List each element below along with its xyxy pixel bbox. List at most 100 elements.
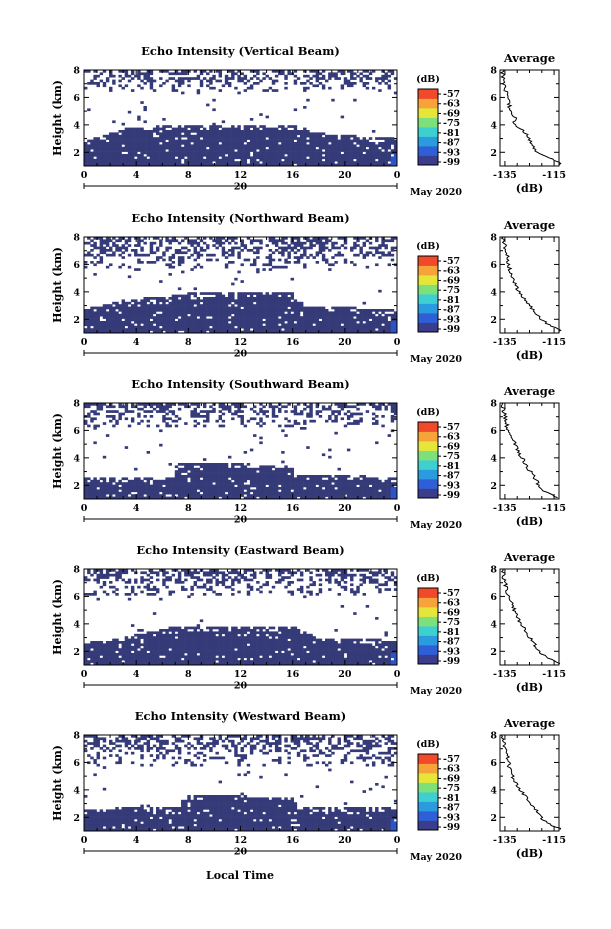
echo-cell bbox=[346, 139, 351, 143]
echo-cell bbox=[312, 144, 316, 148]
echo-cell bbox=[118, 253, 122, 257]
echo-cell bbox=[187, 484, 191, 488]
echo-cell bbox=[321, 84, 326, 88]
echo-cell bbox=[331, 241, 335, 245]
echo-cell bbox=[193, 144, 197, 148]
echo-cell bbox=[240, 309, 244, 312]
echo-cell bbox=[328, 158, 332, 162]
echo-cell bbox=[174, 127, 179, 131]
echo-cell bbox=[155, 325, 160, 329]
echo-cell bbox=[343, 496, 348, 500]
echo-cell bbox=[93, 77, 97, 80]
echo-cell bbox=[278, 154, 282, 157]
echo-cell bbox=[215, 489, 219, 493]
echo-cell bbox=[306, 325, 310, 329]
echo-cell bbox=[181, 72, 185, 76]
echo-cell bbox=[193, 407, 197, 411]
echo-cell bbox=[109, 146, 113, 150]
echo-cell bbox=[237, 463, 241, 466]
echo-cell bbox=[218, 417, 223, 421]
echo-cell bbox=[353, 144, 357, 148]
echo-cell bbox=[259, 292, 263, 295]
echo-cell bbox=[215, 306, 219, 310]
echo-cell bbox=[171, 304, 176, 307]
echo-cell bbox=[281, 482, 285, 485]
echo-cell bbox=[274, 482, 279, 485]
echo-cell bbox=[296, 323, 301, 327]
echo-cell bbox=[93, 330, 97, 334]
echo-cell bbox=[137, 309, 141, 312]
echo-cell bbox=[202, 424, 207, 428]
echo-cell bbox=[84, 142, 88, 145]
echo-cell bbox=[375, 144, 379, 148]
echo-cell bbox=[140, 325, 144, 329]
echo-cell bbox=[155, 482, 160, 485]
echo-cell bbox=[215, 127, 219, 131]
echo-cell bbox=[134, 74, 138, 78]
colorbar-segment bbox=[418, 146, 438, 156]
echo-cell bbox=[253, 258, 257, 262]
echo-cell bbox=[99, 256, 104, 259]
echo-cell bbox=[143, 297, 147, 300]
echo-cell bbox=[102, 323, 107, 327]
echo-cell bbox=[246, 306, 251, 310]
echo-cell bbox=[375, 146, 379, 150]
echo-cell bbox=[212, 465, 216, 469]
echo-cell bbox=[234, 277, 238, 281]
echo-cell bbox=[206, 246, 210, 250]
echo-cell bbox=[271, 318, 276, 322]
echo-cell bbox=[190, 244, 194, 247]
echo-cell bbox=[296, 158, 301, 162]
echo-cell bbox=[325, 482, 329, 485]
echo-cell bbox=[184, 475, 188, 478]
echo-cell bbox=[390, 158, 395, 162]
echo-cell bbox=[212, 122, 216, 126]
echo-cell bbox=[227, 70, 232, 73]
echo-cell bbox=[234, 482, 238, 485]
echo-cell bbox=[262, 494, 266, 497]
echo-cell bbox=[143, 156, 147, 160]
echo-cell bbox=[134, 268, 138, 271]
echo-cell bbox=[318, 142, 323, 145]
echo-cell bbox=[159, 127, 163, 131]
echo-cell bbox=[109, 149, 113, 152]
echo-cell bbox=[105, 77, 110, 80]
echo-cell bbox=[171, 132, 176, 136]
echo-cell bbox=[134, 151, 138, 155]
echo-cell bbox=[99, 330, 104, 334]
echo-cell bbox=[146, 151, 151, 155]
echo-cell bbox=[328, 455, 332, 459]
echo-cell bbox=[340, 309, 345, 312]
echo-cell bbox=[237, 496, 241, 500]
echo-cell bbox=[253, 142, 257, 145]
echo-cell bbox=[215, 132, 219, 136]
echo-cell bbox=[84, 311, 88, 315]
echo-cell bbox=[84, 70, 88, 73]
echo-cell bbox=[206, 419, 210, 423]
echo-cell bbox=[381, 79, 385, 83]
echo-cell bbox=[278, 149, 282, 152]
echo-cell bbox=[290, 323, 295, 327]
echo-cell bbox=[184, 301, 188, 305]
echo-cell bbox=[315, 491, 320, 495]
echo-cell bbox=[237, 491, 241, 495]
echo-cell bbox=[168, 403, 172, 406]
echo-cell bbox=[293, 137, 298, 140]
echo-cell bbox=[249, 84, 254, 88]
echo-cell bbox=[134, 158, 138, 162]
echo-cell bbox=[155, 154, 160, 157]
echo-cell bbox=[284, 475, 288, 478]
echo-cell bbox=[206, 144, 210, 148]
echo-cell bbox=[193, 311, 197, 315]
echo-cell bbox=[240, 149, 244, 152]
echo-cell bbox=[278, 467, 282, 471]
echo-cell bbox=[356, 137, 360, 140]
echo-cell bbox=[221, 313, 226, 317]
echo-cell bbox=[384, 318, 388, 322]
echo-cell bbox=[177, 146, 182, 150]
echo-cell bbox=[371, 158, 376, 162]
echo-cell bbox=[159, 489, 163, 493]
echo-cell bbox=[109, 316, 113, 319]
echo-cell bbox=[390, 142, 395, 145]
echo-cell bbox=[346, 146, 351, 150]
